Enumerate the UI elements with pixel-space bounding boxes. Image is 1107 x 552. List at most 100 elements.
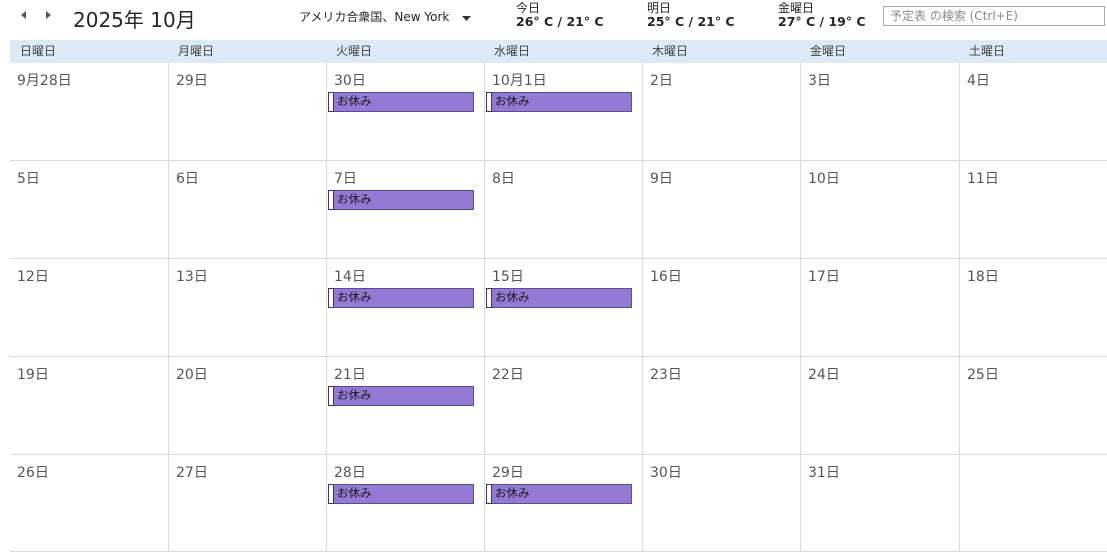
day-date-label: 23日 (650, 367, 682, 383)
day-date-label: 30日 (334, 73, 366, 89)
day-cell[interactable]: 4日 (959, 63, 1107, 161)
day-date-label: 11日 (967, 171, 999, 187)
day-date-label: 2日 (650, 73, 673, 89)
day-cell[interactable]: 28日お休み (326, 455, 484, 552)
event-title: お休み (337, 192, 372, 206)
day-cell[interactable]: 15日お休み (484, 259, 642, 357)
event-block[interactable]: お休み (486, 484, 632, 504)
day-cell[interactable]: 5日 (10, 161, 168, 259)
day-cell[interactable]: 29日 (168, 63, 326, 161)
weather-temperature: 26° C / 21° C (516, 14, 604, 29)
month-grid: 9月28日 29日 30日 お休み 10月1日 お休み 2日 3日 4日 5日 6日 7日 お休み 8日 9… (10, 63, 1107, 552)
day-date-label: 13日 (176, 269, 208, 285)
day-cell[interactable]: 29日お休み (484, 455, 642, 552)
day-cell[interactable]: 20日 (168, 357, 326, 455)
day-cell[interactable]: 9月28日 (10, 63, 168, 161)
event-status-bar (328, 92, 334, 112)
day-date-label: 20日 (176, 367, 208, 383)
day-cell[interactable]: 16日 (642, 259, 800, 357)
event-block[interactable]: お休み (486, 288, 632, 308)
weekday-label: 木曜日 (652, 44, 689, 58)
event-status-bar (328, 190, 334, 210)
calendar-toolbar: 2025年 10月 アメリカ合衆国、New York 今日 26° C / 21… (0, 0, 1107, 38)
day-cell[interactable]: 11日 (959, 161, 1107, 259)
search-input[interactable] (883, 6, 1105, 26)
event-title: お休み (337, 94, 372, 108)
event-block[interactable]: お休み (328, 484, 474, 504)
day-date-label: 26日 (17, 465, 49, 481)
day-date-label: 29日 (176, 73, 208, 89)
day-cell[interactable]: 9日 (642, 161, 800, 259)
event-block[interactable]: お休み (328, 190, 474, 210)
day-cell[interactable] (959, 455, 1107, 552)
day-date-label: 17日 (808, 269, 840, 285)
day-cell[interactable]: 27日 (168, 455, 326, 552)
day-cell[interactable]: 6日 (168, 161, 326, 259)
event-title: お休み (495, 290, 530, 304)
event-status-bar (486, 484, 492, 504)
day-date-label: 4日 (967, 73, 990, 89)
day-date-label: 22日 (492, 367, 524, 383)
event-block[interactable]: お休み (328, 386, 474, 406)
event-title: お休み (337, 388, 372, 402)
day-date-label: 8日 (492, 171, 515, 187)
event-status-bar (328, 288, 334, 308)
day-date-label: 9日 (650, 171, 673, 187)
day-cell[interactable]: 10日 (800, 161, 959, 259)
caret-down-icon[interactable] (462, 11, 472, 25)
weather-day-label: 明日 (647, 1, 672, 15)
day-date-label: 31日 (808, 465, 840, 481)
event-status-bar (328, 386, 334, 406)
event-title: お休み (337, 290, 372, 304)
event-title: お休み (495, 94, 530, 108)
weather-tomorrow[interactable]: 明日 25° C / 21° C (647, 1, 735, 29)
event-block[interactable]: お休み (486, 92, 632, 112)
chevron-left-icon[interactable] (17, 8, 31, 22)
weather-friday[interactable]: 金曜日 27° C / 19° C (778, 1, 866, 29)
day-cell[interactable]: 12日 (10, 259, 168, 357)
day-date-label: 25日 (967, 367, 999, 383)
event-title: お休み (337, 486, 372, 500)
day-cell[interactable]: 10月1日 お休み (484, 63, 642, 161)
day-date-label: 6日 (176, 171, 199, 187)
day-cell[interactable]: 18日 (959, 259, 1107, 357)
day-cell[interactable]: 17日 (800, 259, 959, 357)
event-block[interactable]: お休み (328, 92, 474, 112)
day-cell[interactable]: 23日 (642, 357, 800, 455)
day-cell[interactable]: 22日 (484, 357, 642, 455)
day-date-label: 18日 (967, 269, 999, 285)
weekday-label: 火曜日 (336, 44, 373, 58)
day-cell[interactable]: 21日 お休み (326, 357, 484, 455)
day-date-label: 12日 (17, 269, 49, 285)
month-title: 2025年 10月 (73, 8, 196, 32)
weekday-label: 土曜日 (969, 44, 1006, 58)
weather-day-label: 金曜日 (778, 1, 815, 15)
day-cell[interactable]: 24日 (800, 357, 959, 455)
chevron-right-icon[interactable] (41, 8, 55, 22)
event-status-bar (328, 484, 334, 504)
day-date-label: 14日 (334, 269, 366, 285)
location-selector[interactable]: アメリカ合衆国、New York (299, 8, 472, 25)
day-cell[interactable]: 19日 (10, 357, 168, 455)
day-cell[interactable]: 8日 (484, 161, 642, 259)
event-status-bar (486, 288, 492, 308)
event-block[interactable]: お休み (328, 288, 474, 308)
day-cell[interactable]: 26日 (10, 455, 168, 552)
day-cell[interactable]: 31日 (800, 455, 959, 552)
day-cell[interactable]: 13日 (168, 259, 326, 357)
day-cell[interactable]: 7日 お休み (326, 161, 484, 259)
weather-today[interactable]: 今日 26° C / 21° C (516, 1, 604, 29)
day-cell[interactable]: 25日 (959, 357, 1107, 455)
day-cell[interactable]: 2日 (642, 63, 800, 161)
day-cell[interactable]: 30日お休み (326, 63, 484, 161)
day-date-label: 15日 (492, 269, 524, 285)
event-status-bar (486, 92, 492, 112)
day-date-label: 30日 (650, 465, 682, 481)
day-cell[interactable]: 14日お休み (326, 259, 484, 357)
day-cell[interactable]: 3日 (800, 63, 959, 161)
day-date-label: 29日 (492, 465, 524, 481)
day-date-label: 28日 (334, 465, 366, 481)
day-cell[interactable]: 30日 (642, 455, 800, 552)
day-date-label: 24日 (808, 367, 840, 383)
day-date-label: 3日 (808, 73, 831, 89)
